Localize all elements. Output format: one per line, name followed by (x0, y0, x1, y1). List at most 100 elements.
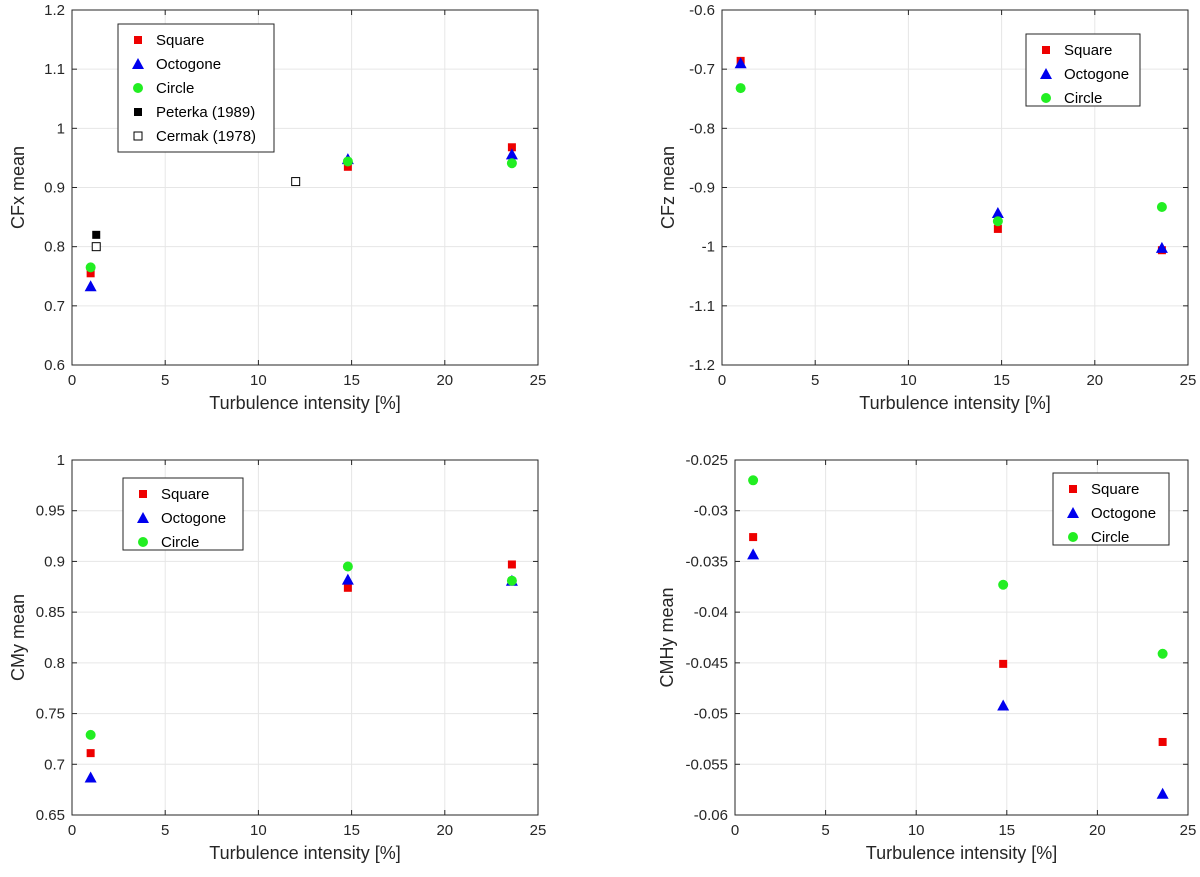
data-point-circle (506, 158, 517, 169)
x-tick-label: 15 (998, 822, 1015, 839)
legend-marker (138, 537, 148, 547)
y-tick-label: -1.1 (689, 298, 715, 315)
y-tick-label: -0.05 (694, 706, 728, 723)
data-point-circle (748, 475, 759, 486)
y-tick-label: -0.06 (694, 807, 728, 824)
y-axis-label: CFx mean (8, 146, 28, 229)
data-point-octogone (997, 699, 1010, 711)
y-tick-label: 0.95 (36, 503, 65, 520)
legend-label: Circle (1064, 90, 1102, 107)
x-tick-label: 10 (250, 822, 267, 839)
data-point-circle (342, 561, 353, 572)
data-point-square (343, 583, 352, 592)
x-axis-label: Turbulence intensity [%] (866, 843, 1057, 863)
x-tick-label: 25 (1180, 372, 1197, 389)
data-point-octogone (84, 280, 97, 292)
x-tick-label: 0 (68, 372, 76, 389)
x-axis-label: Turbulence intensity [%] (209, 843, 400, 863)
y-tick-label: -0.6 (689, 2, 715, 19)
data-point-circle (998, 579, 1009, 590)
data-point-circle (506, 575, 517, 586)
y-tick-label: -0.04 (694, 604, 728, 621)
legend-marker (1069, 485, 1077, 493)
y-tick-label: -0.025 (685, 452, 728, 469)
y-tick-label: 1.1 (44, 61, 65, 78)
y-tick-label: -0.7 (689, 61, 715, 78)
data-point-circle (85, 729, 96, 740)
x-tick-label: 25 (1180, 822, 1197, 839)
data-point-cermak-1978 (91, 242, 101, 252)
data-point-square (86, 749, 95, 758)
data-point-square (999, 659, 1008, 668)
data-point-square (507, 560, 516, 569)
chart-panel-2: 0 5 10 15 20 25 -1.2 -1.1 -1 -0.9 -0.8 -0.7 -0.6 Turb… (658, 2, 1196, 413)
legend-label: Octogone (161, 510, 226, 527)
y-tick-label: 0.8 (44, 239, 65, 256)
axes-box (71, 459, 539, 816)
y-axis-label: CFz mean (658, 146, 678, 229)
chart-panel-4: 0 5 10 15 20 25 -0.06 -0.055 -0.05 -0.045 -0.04 -0.… (657, 452, 1196, 863)
y-tick-label: 0.9 (44, 553, 65, 570)
x-axis-label: Turbulence intensity [%] (859, 393, 1050, 413)
legend-marker (1042, 46, 1050, 54)
y-tick-label: -1 (702, 239, 715, 256)
legend-box (117, 23, 275, 153)
data-point-cermak-1978 (291, 177, 301, 187)
data-point-octogone (1155, 241, 1168, 253)
y-tick-label: -1.2 (689, 357, 715, 374)
data-point-square (507, 143, 516, 152)
legend-marker (134, 36, 142, 44)
legend-marker (134, 108, 142, 116)
legend-label: Circle (1091, 529, 1129, 546)
y-axis-label: CMy mean (8, 594, 28, 681)
chart-panel-3: 0 5 10 15 20 25 0.65 0.7 0.75 0.8 0.85 0.9 0.95 1 Turb… (8, 452, 546, 863)
data-point-circle (992, 216, 1003, 227)
data-point-circle (85, 262, 96, 273)
data-point-octogone (341, 573, 354, 585)
legend-marker (1041, 93, 1051, 103)
y-tick-label: -0.035 (685, 553, 728, 570)
x-tick-label: 15 (343, 372, 360, 389)
x-tick-label: 25 (530, 372, 547, 389)
x-tick-label: 25 (530, 822, 547, 839)
data-point-octogone (505, 148, 518, 160)
data-point-circle (342, 156, 353, 167)
legend-marker (1067, 507, 1079, 518)
data-point-square (1158, 737, 1167, 746)
data-point-square (993, 224, 1002, 233)
y-tick-label: 1.2 (44, 2, 65, 19)
legend-label: Circle (156, 80, 194, 97)
y-tick-label: 1 (57, 452, 65, 469)
legend-marker (137, 512, 149, 523)
legend-label: Cermak (1978) (156, 128, 256, 145)
data-point-square (343, 162, 352, 171)
x-tick-label: 15 (993, 372, 1010, 389)
x-tick-label: 10 (250, 372, 267, 389)
y-tick-label: 0.8 (44, 655, 65, 672)
data-point-circle (1156, 202, 1167, 213)
data-point-circle (1157, 648, 1168, 659)
legend-label: Octogone (156, 56, 221, 73)
y-axis-label: CMHy mean (657, 587, 677, 687)
y-tick-label: -0.03 (694, 503, 728, 520)
data-point-circle (735, 83, 746, 94)
y-tick-label: -0.055 (685, 756, 728, 773)
x-tick-label: 5 (161, 822, 169, 839)
legend-label: Square (156, 32, 204, 49)
data-point-square (86, 269, 95, 278)
x-tick-label: 15 (343, 822, 360, 839)
y-tick-label: 0.75 (36, 706, 65, 723)
y-tick-label: 0.9 (44, 180, 65, 197)
x-tick-label: 20 (1089, 822, 1106, 839)
y-tick-label: -0.8 (689, 120, 715, 137)
data-point-octogone (734, 57, 747, 69)
legend-label: Square (1064, 42, 1112, 59)
x-tick-label: 10 (908, 822, 925, 839)
data-point-octogone (991, 206, 1004, 218)
y-tick-label: 0.85 (36, 604, 65, 621)
legend-marker (1068, 532, 1078, 542)
y-tick-label: 0.65 (36, 807, 65, 824)
data-point-peterka-1989 (92, 230, 101, 239)
y-tick-label: -0.9 (689, 180, 715, 197)
